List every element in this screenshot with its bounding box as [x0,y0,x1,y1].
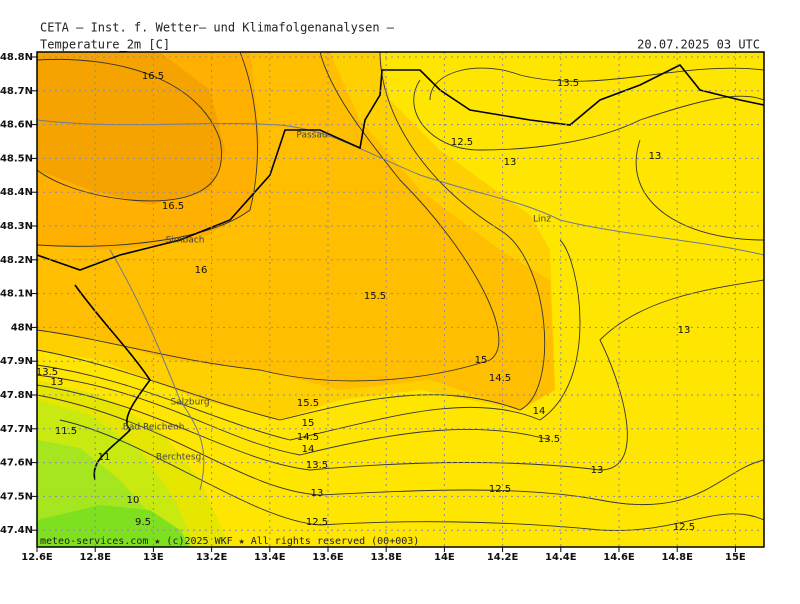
places: Passau Linz Simbach Salzburg Bad Reichen… [123,131,552,463]
x-tick-label: 13.4E [254,552,286,563]
valid-time: 20.07.2025 03 UTC [637,38,760,52]
y-tick-label: 48.4N [0,187,33,198]
contour-label: 12.5 [489,484,511,495]
contour-label: 13 [591,465,604,476]
contour-label: 13.5 [538,434,560,445]
contour-label: 10 [127,495,140,506]
contour-label: 13 [504,157,517,168]
contour-label: 11.5 [55,426,77,437]
contour-label: 13 [51,377,64,388]
contour-label: 13.5 [306,460,328,471]
place-label: Bad Reichenh. [123,423,188,433]
y-tick-label: 47.6N [0,458,33,469]
contour-label: 11 [98,452,111,463]
contour-label: 14.5 [489,373,511,384]
place-label: Linz [533,215,551,225]
contour-label: 13 [649,151,662,162]
y-tick-label: 48.8N [0,52,33,63]
place-label: Berchtesg. [156,453,204,463]
contour-label: 13.5 [557,78,579,89]
y-tick-label: 48.7N [0,86,33,97]
x-tick-label: 14.2E [487,552,519,563]
footer: meteo-services.com ★ (c)2025 WKF ★ All r… [40,536,419,547]
map-area [37,52,764,547]
contour-label: 16 [195,265,208,276]
contour-label: 12.5 [451,137,473,148]
x-tick-label: 13.6E [312,552,344,563]
contour-label: 14 [533,406,546,417]
contour-label: 15.5 [297,398,319,409]
x-tick-label: 13E [143,552,164,563]
contour-label: 16.5 [142,71,164,82]
variable: Temperature_2m [C] [40,38,170,52]
contour-label: 15 [302,418,315,429]
y-tick-label: 47.4N [0,525,33,536]
field-9-5 [37,505,190,547]
y-tick-label: 48.2N [0,255,33,266]
y-tick-label: 48N [11,322,33,333]
contour-label: 12.5 [673,522,695,533]
place-label: Salzburg [170,398,209,408]
y-tick-label: 48.6N [0,120,33,131]
axis-ticks: 12.6E 12.8E 13E 13.2E 13.4E 13.6E 13.8E 14E 14.2… [0,52,746,563]
map-frame [36,51,765,548]
y-tick-label: 47.5N [0,491,33,502]
x-tick-label: 13.8E [370,552,402,563]
contour-label: 15 [475,355,488,366]
x-tick-label: 14.6E [603,552,635,563]
contour-label: 13 [678,325,691,336]
contour-label: 12.5 [306,517,328,528]
y-tick-label: 48.3N [0,221,33,232]
x-tick-label: 14.8E [661,552,693,563]
header-title: CETA — Inst. f. Wetter— und Klimafolgena… [40,21,395,35]
x-tick-label: 13.2E [196,552,228,563]
field-16-5 [37,52,225,205]
x-tick-label: 14.4E [545,552,577,563]
x-tick-label: 12.6E [21,552,53,563]
x-tick-label: 14E [434,552,455,563]
place-label: Simbach [166,236,205,246]
contour-label: 16.5 [162,201,184,212]
graticule [37,52,764,547]
place-label: Passau [296,131,327,141]
y-tick-label: 47.8N [0,390,33,401]
contour-label: 14.5 [297,432,319,443]
x-tick-label: 12.8E [79,552,111,563]
y-tick-label: 47.7N [0,424,33,435]
y-tick-label: 48.5N [0,153,33,164]
contour-label: 13.5 [36,367,58,378]
y-tick-label: 48.1N [0,289,33,300]
contour-label: 13 [311,488,324,499]
contour-label: 15.5 [364,291,386,302]
contour-labels: 16.5 16.5 16 15.5 15 14.5 14 13.5 13 12.… [36,71,695,533]
y-tick-label: 47.9N [0,356,33,367]
contour-label: 14 [302,444,315,455]
x-tick-label: 15E [725,552,746,563]
contour-label: 9.5 [135,517,151,528]
